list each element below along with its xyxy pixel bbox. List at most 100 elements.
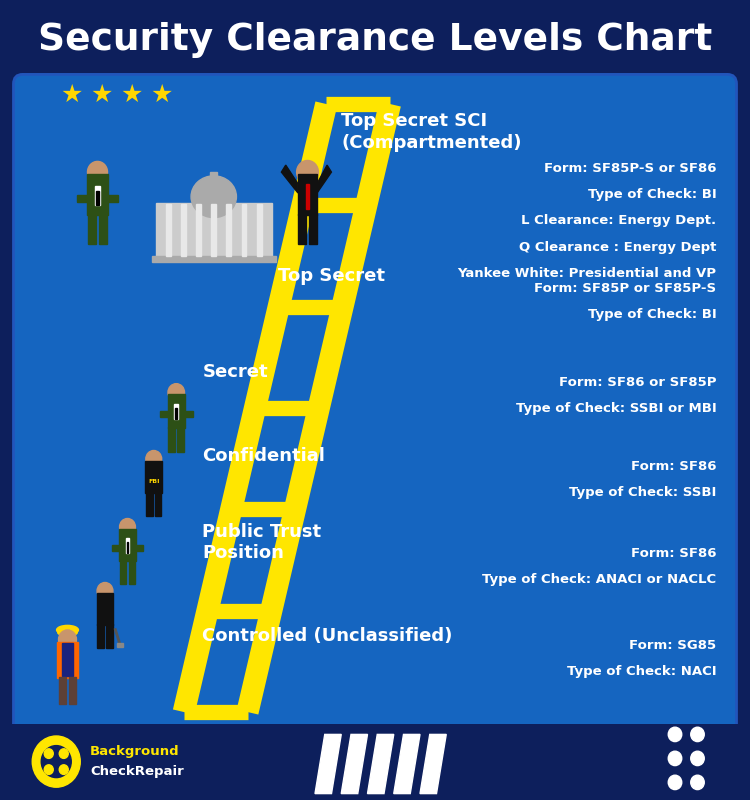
Circle shape [32,736,80,787]
Bar [160,411,167,418]
Text: Top Secret: Top Secret [278,267,385,285]
Circle shape [88,162,107,182]
Bar [0,724,750,800]
Text: Form: SF85P-S or SF86: Form: SF85P-S or SF86 [544,162,716,174]
Bar [181,204,186,256]
Text: Form: SF86 or SF85P: Form: SF86 or SF85P [559,376,716,389]
Bar [211,172,217,184]
Bar [99,214,107,244]
Bar [97,190,98,205]
Circle shape [119,518,136,535]
Text: CheckRepair: CheckRepair [90,765,184,778]
Bar [88,214,96,244]
Bar [226,204,231,256]
Circle shape [59,749,68,758]
Polygon shape [420,734,446,794]
Bar [98,624,104,648]
Text: Secret: Secret [202,363,268,381]
Bar [168,427,176,452]
Circle shape [691,775,704,790]
Text: Type of Check: ANACI or NACLC: Type of Check: ANACI or NACLC [482,574,716,586]
Circle shape [97,582,113,599]
Circle shape [59,765,68,774]
Text: Type of Check: SSBI: Type of Check: SSBI [568,486,716,499]
Bar [112,545,119,551]
Bar [95,186,100,205]
Circle shape [668,751,682,766]
Bar [62,643,73,676]
Text: Public Trust
Position: Public Trust Position [202,522,322,562]
Bar [156,202,272,256]
Circle shape [296,161,318,184]
Bar [126,538,129,553]
Polygon shape [341,734,368,794]
Bar [196,204,201,256]
Circle shape [168,384,184,402]
Text: L Clearance: Energy Dept.: L Clearance: Energy Dept. [521,214,716,227]
Bar [0,0,750,80]
Polygon shape [368,734,394,794]
Bar [106,624,112,648]
Text: Controlled (Unclassified): Controlled (Unclassified) [202,627,453,645]
Circle shape [146,450,162,467]
Bar [57,642,78,678]
Bar [256,204,262,256]
Bar [87,174,108,215]
Bar [176,408,177,419]
Text: Top Secret SCI
(Compartmented): Top Secret SCI (Compartmented) [341,112,522,152]
Circle shape [691,751,704,766]
Polygon shape [315,734,341,794]
Polygon shape [317,165,332,193]
Bar [242,204,247,256]
Bar [146,461,162,493]
Circle shape [41,746,71,778]
Bar [306,184,309,210]
Bar [154,492,161,516]
Bar [97,593,113,625]
Ellipse shape [56,626,79,634]
Text: ★: ★ [120,82,142,106]
Text: Confidential: Confidential [202,447,326,465]
Bar [185,411,193,418]
Circle shape [691,727,704,742]
Text: ★: ★ [150,82,172,106]
Text: Form: SF85P or SF85P-S: Form: SF85P or SF85P-S [534,282,716,294]
Ellipse shape [191,176,236,218]
Bar [59,677,66,704]
Bar [127,542,128,553]
Bar [136,545,143,551]
Bar [211,204,216,256]
Polygon shape [394,734,420,794]
Text: Type of Check: BI: Type of Check: BI [587,188,716,201]
Bar [117,643,122,647]
Bar [167,394,185,428]
Bar [177,427,184,452]
Bar [166,204,171,256]
Bar [69,677,76,704]
Text: Yankee White: Presidential and VP: Yankee White: Presidential and VP [458,267,716,280]
Bar [298,214,306,244]
Bar [152,256,275,262]
Text: FBI: FBI [148,478,160,483]
Circle shape [668,727,682,742]
Text: Form: SG85: Form: SG85 [629,639,716,652]
Bar [309,214,317,244]
Bar [175,404,178,419]
Circle shape [44,765,53,774]
Text: ★: ★ [90,82,112,106]
Bar [77,195,87,202]
Ellipse shape [58,629,77,636]
Circle shape [58,630,76,649]
Text: Q Clearance : Energy Dept: Q Clearance : Energy Dept [519,241,716,254]
Polygon shape [281,165,298,193]
Circle shape [668,775,682,790]
Circle shape [44,749,53,758]
Text: Security Clearance Levels Chart: Security Clearance Levels Chart [38,22,712,58]
Bar [108,195,118,202]
Text: ★: ★ [60,82,82,106]
FancyBboxPatch shape [13,74,736,734]
Text: Form: SF86: Form: SF86 [631,547,716,560]
Text: Type of Check: SSBI or MBI: Type of Check: SSBI or MBI [515,402,716,415]
Text: Form: SF86: Form: SF86 [631,460,716,473]
Bar [119,529,136,561]
